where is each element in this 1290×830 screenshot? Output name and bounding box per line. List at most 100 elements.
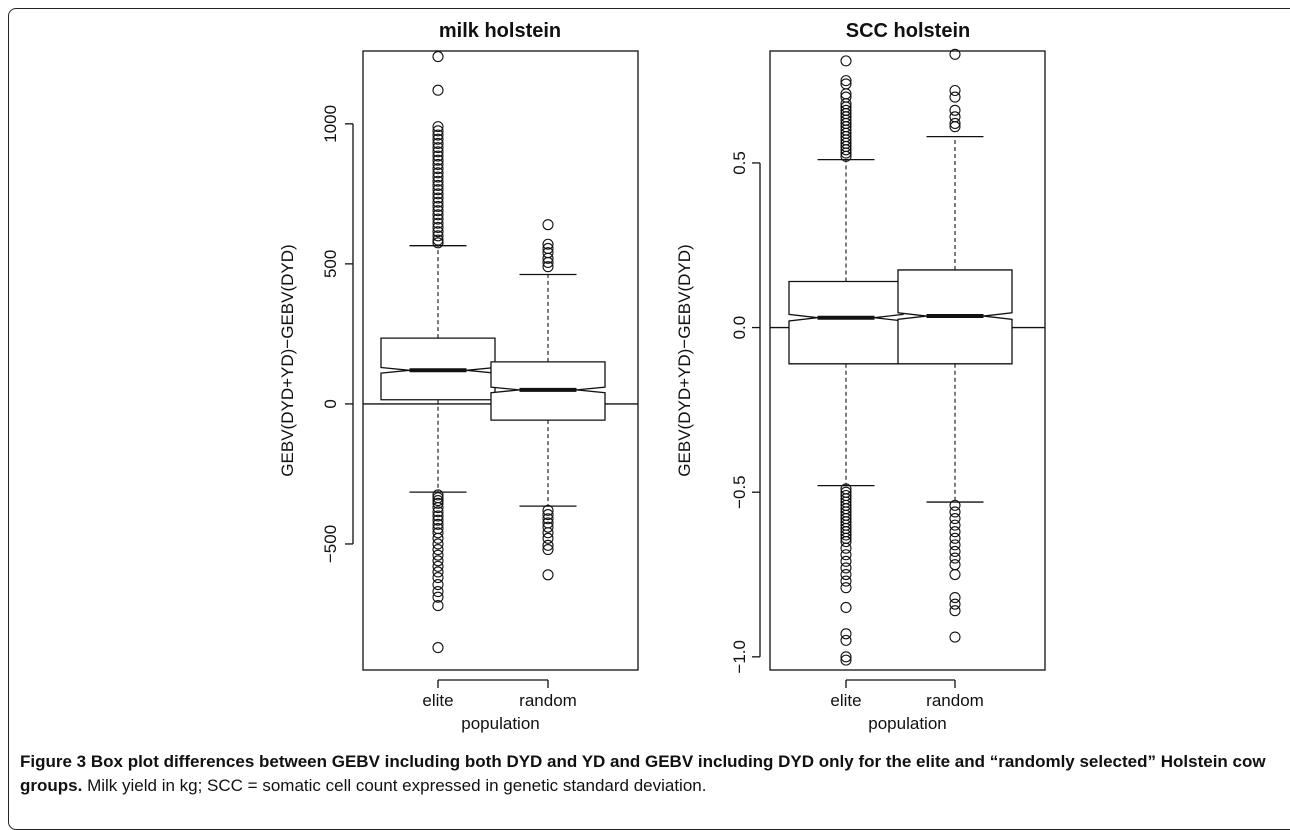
caption-label: Figure 3 (20, 752, 87, 771)
chart-title: SCC holstein (846, 20, 970, 42)
outlier-point (840, 634, 852, 646)
outlier-point (432, 221, 444, 234)
outlier-point (432, 572, 444, 584)
outlier-point (840, 601, 852, 613)
outlier-point (840, 529, 852, 541)
outlier-point (432, 192, 444, 204)
outlier-point (840, 575, 852, 587)
outlier-point (949, 499, 961, 511)
outlier-point (432, 179, 444, 191)
y-axis-label: GEBV(DYD+YD)−GEBV(DYD) (675, 244, 694, 476)
x-axis-label: population (461, 714, 539, 733)
outlier-point (840, 55, 852, 67)
outlier-point (432, 489, 444, 501)
outlier-point (542, 532, 554, 544)
outlier-point (840, 582, 852, 594)
outlier-point (949, 592, 961, 604)
outlier-point (949, 559, 961, 571)
outlier-point (432, 544, 444, 556)
outlier-point (949, 598, 961, 610)
y-axis-label: GEBV(DYD+YD)−GEBV(DYD) (278, 244, 297, 476)
x-axis-label: population (868, 714, 946, 733)
outlier-point (432, 51, 444, 63)
outlier-point (949, 512, 961, 525)
outlier-point (542, 521, 554, 533)
outlier-point (840, 562, 852, 574)
y-tick-label: 1000 (321, 105, 340, 143)
outlier-point (542, 219, 554, 231)
outlier-point (432, 205, 444, 217)
outlier-point (432, 133, 444, 145)
y-tick-label: 0.0 (730, 316, 749, 340)
outlier-point (432, 196, 444, 208)
outlier-point (432, 213, 444, 225)
chart-title: milk holstein (439, 20, 561, 42)
outlier-point (432, 163, 444, 175)
outlier-point (949, 48, 961, 60)
outlier-point (542, 544, 554, 556)
outlier-point (432, 175, 444, 187)
outlier-point (432, 579, 444, 591)
figure-caption: Figure 3 Box plot differences between GE… (20, 750, 1280, 798)
outlier-point (432, 184, 444, 196)
milk-holstein-panel: milk holstein −500 0 500 1000 GEBV(DYD+YD)−GE… (278, 20, 639, 733)
outlier-point (949, 545, 961, 558)
outlier-point (432, 226, 444, 238)
outlier-point (949, 84, 961, 97)
outlier-point (542, 504, 554, 516)
outlier-point (840, 628, 852, 640)
outlier-point (840, 555, 852, 567)
caption-normal-text: Milk yield in kg; SCC = somatic cell cou… (87, 776, 707, 795)
outlier-point (949, 104, 961, 116)
outlier-point (432, 591, 444, 603)
outlier-point (432, 125, 444, 137)
chart-svg: milk holstein −500 0 500 1000 GEBV(DYD+YD)−GE… (278, 20, 1046, 733)
outlier-point (432, 560, 444, 572)
outlier-point (432, 527, 444, 539)
x-tick-label: random (926, 691, 984, 710)
outlier-point (432, 171, 444, 183)
outlier-point (432, 217, 444, 229)
outlier-point (432, 129, 444, 141)
y-tick-label: 0 (321, 399, 340, 408)
outlier-point (432, 150, 444, 162)
outlier-point (432, 121, 444, 133)
x-tick-label: random (519, 691, 577, 710)
x-tick-label: elite (422, 691, 453, 710)
outlier-point (432, 514, 444, 526)
outlier-point (840, 144, 852, 156)
outlier-point (432, 494, 444, 507)
y-tick-label: 0.5 (730, 151, 749, 175)
outlier-point (432, 137, 444, 149)
outlier-point (840, 568, 852, 581)
outlier-point (840, 536, 852, 548)
outlier-point (949, 506, 961, 518)
outlier-point (949, 631, 961, 643)
outlier-point (432, 549, 444, 561)
outlier-point (432, 518, 444, 530)
outlier-point (432, 167, 444, 179)
y-tick-label: −500 (321, 525, 340, 563)
outlier-point (949, 552, 961, 564)
outlier-point (432, 234, 444, 246)
outlier-point (949, 526, 961, 538)
outlier-point (432, 230, 444, 242)
outlier-point (840, 549, 852, 561)
outlier-point (949, 605, 961, 617)
outlier-point (432, 209, 444, 221)
outlier-point (949, 532, 961, 544)
outlier-point (542, 569, 554, 581)
outlier-point (542, 539, 554, 551)
outlier-point (840, 651, 852, 663)
outlier-point (949, 519, 961, 531)
outlier-point (432, 600, 444, 612)
y-tick-label: 500 (321, 250, 340, 278)
outlier-point (432, 506, 444, 518)
scc-holstein-panel: SCC holstein −1.0 −0.5 0.0 0.5 GEBV(DYD+YD)−G… (675, 20, 1046, 733)
outlier-point (542, 513, 554, 525)
outlier-point (949, 91, 961, 103)
outlier-point (542, 508, 554, 521)
outlier-point (432, 532, 444, 544)
outlier-point (432, 501, 444, 514)
outlier-point (840, 150, 852, 162)
